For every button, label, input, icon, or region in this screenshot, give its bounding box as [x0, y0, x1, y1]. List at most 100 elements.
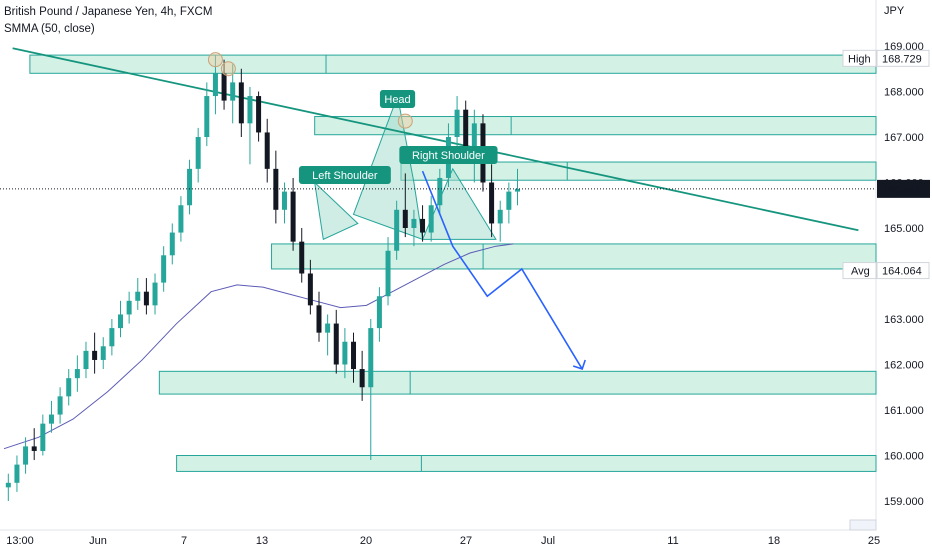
candle	[109, 319, 115, 356]
label-head: Head	[384, 94, 410, 106]
currency-label: JPY	[884, 5, 905, 17]
candle	[57, 387, 63, 424]
candle	[489, 164, 495, 238]
projection-path	[421, 170, 583, 370]
candle	[74, 355, 80, 392]
candle-body	[238, 82, 244, 124]
candle-body	[14, 464, 20, 483]
candle-body	[247, 96, 253, 124]
candle-body	[333, 323, 339, 365]
candle-body	[411, 218, 417, 228]
high-value-box	[876, 49, 930, 67]
candle	[273, 150, 279, 224]
price-tick: 167.000	[884, 132, 924, 144]
high-label: High	[848, 53, 871, 65]
candle	[264, 118, 270, 183]
candle-body	[135, 291, 141, 301]
candle-body	[169, 232, 175, 256]
candle	[325, 314, 331, 356]
candle	[454, 96, 460, 151]
candle-body	[40, 423, 46, 451]
time-tick: 20	[360, 535, 372, 547]
avg-label: Avg	[851, 266, 870, 278]
candle-body	[221, 73, 227, 101]
time-tick: 27	[460, 535, 472, 547]
candle-body	[48, 414, 54, 424]
candle-body	[299, 241, 305, 274]
avg-value-box	[876, 262, 930, 280]
candle	[100, 337, 106, 370]
candle-body	[66, 378, 72, 397]
candle-body	[489, 182, 495, 224]
candle-body	[100, 346, 106, 360]
label-right-shoulder-bg	[399, 146, 498, 164]
candle-body	[463, 109, 469, 147]
candle	[497, 200, 503, 242]
candle-body	[351, 341, 357, 370]
high-label-box	[842, 49, 877, 67]
candle	[316, 291, 322, 342]
price-tick: 159.000	[884, 496, 924, 508]
candle	[342, 328, 348, 379]
candle	[204, 82, 210, 147]
downtrend-line	[12, 47, 859, 232]
candle	[92, 332, 98, 374]
time-tick: 13:00	[6, 535, 34, 547]
candle	[66, 369, 72, 406]
candle	[420, 205, 426, 242]
candle	[359, 350, 365, 401]
price-tick: 163.000	[884, 314, 924, 326]
candle-body	[359, 369, 365, 388]
candle	[178, 196, 184, 242]
price-tick: 165.000	[884, 223, 924, 235]
candle	[14, 455, 20, 492]
candle-body	[230, 82, 236, 101]
candle	[376, 287, 382, 342]
candle	[394, 200, 400, 260]
sr-zone-4	[158, 370, 877, 395]
candle-body	[143, 291, 149, 306]
candle-body	[394, 209, 400, 251]
time-tick: Jun	[89, 535, 107, 547]
candle-body	[126, 300, 132, 315]
candle	[5, 473, 11, 501]
candle-body	[187, 168, 193, 206]
candle-body	[420, 218, 426, 233]
candle-body	[273, 168, 279, 210]
peak-marker-1	[220, 61, 236, 77]
candle-body	[506, 191, 512, 210]
candle	[307, 259, 313, 315]
candle-body	[281, 191, 287, 210]
candle-body	[342, 341, 348, 365]
time-tick: 25	[868, 535, 880, 547]
candle	[152, 273, 158, 315]
candle-body	[152, 282, 158, 306]
label-left-shoulder: Left Shoulder	[312, 170, 378, 182]
time-tick: 11	[667, 535, 678, 547]
avg-label-box	[842, 262, 877, 280]
time-tick: 18	[768, 535, 780, 547]
candle	[83, 341, 89, 379]
candle-body	[454, 109, 460, 137]
candle	[437, 168, 443, 215]
candle	[247, 86, 253, 165]
candle	[514, 168, 520, 206]
candle	[256, 91, 262, 142]
candle-body	[118, 314, 124, 329]
candle-body	[471, 123, 477, 147]
candle-body	[92, 350, 98, 360]
sr-zone-5	[176, 455, 877, 472]
candle	[40, 414, 46, 456]
shoulder-left-shape	[313, 181, 359, 241]
candle-body	[256, 96, 262, 133]
candle	[351, 332, 357, 383]
candle-body	[31, 446, 37, 451]
candle-body	[402, 209, 408, 228]
candle	[238, 68, 244, 137]
candle	[368, 319, 374, 461]
time-tick: 7	[181, 535, 187, 547]
candle	[169, 223, 175, 265]
candle-body	[437, 177, 443, 206]
price-tick: 160.000	[884, 451, 924, 463]
